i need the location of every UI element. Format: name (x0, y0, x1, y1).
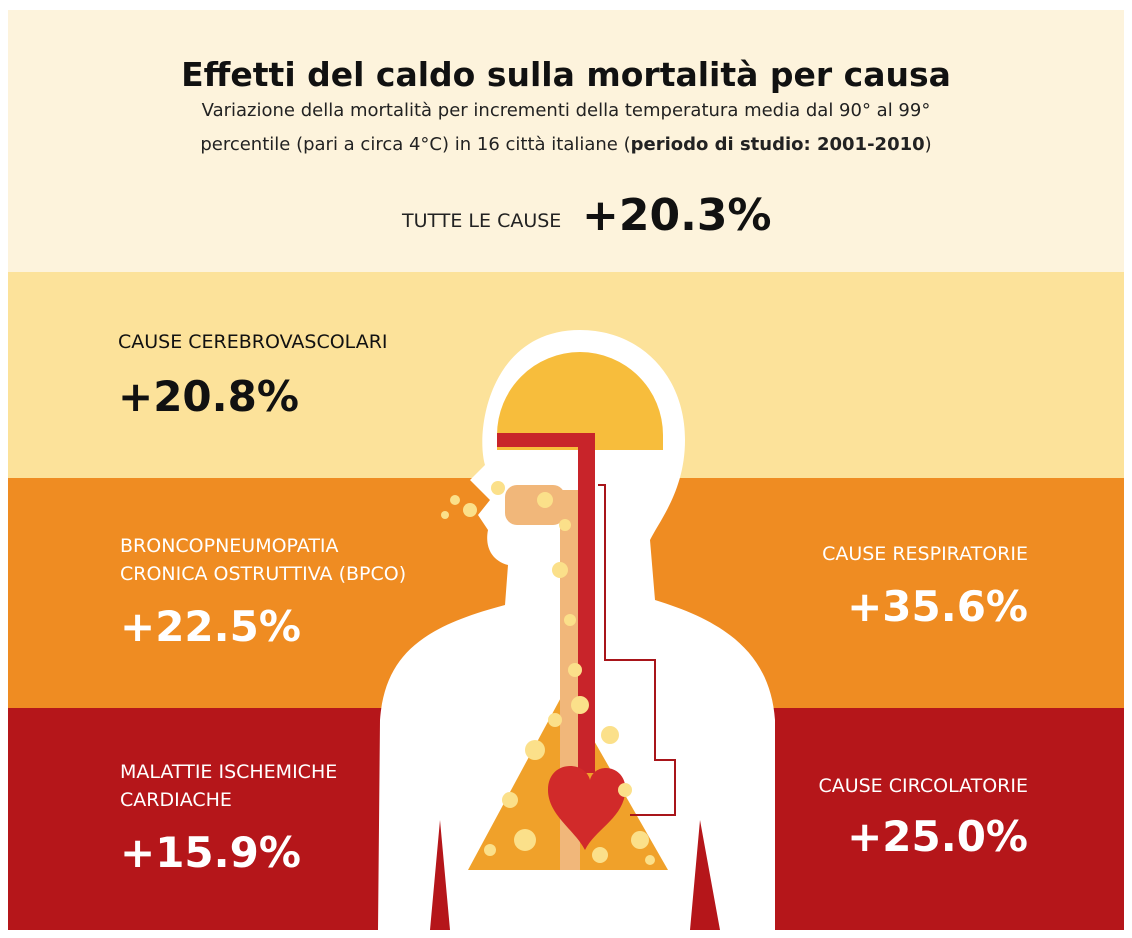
subtitle: percentile (pari a circa 4°C) in 16 citt… (0, 134, 1132, 155)
cause-label: BRONCOPNEUMOPATIA (120, 535, 339, 557)
brain (497, 352, 663, 450)
cause-label: CAUSE CIRCOLATORIE (818, 775, 1028, 797)
total-label: TUTTE LE CAUSE (402, 210, 562, 232)
cause-label: CRONICA OSTRUTTIVA (BPCO) (120, 563, 407, 585)
subtitle: Variazione della mortalità per increment… (201, 100, 931, 121)
spine-vessel (578, 433, 595, 773)
cause-label: CAUSE RESPIRATORIE (822, 543, 1028, 565)
subtitle-text: percentile (pari a circa 4°C) in 16 citt… (200, 134, 631, 155)
cause-value: +25.0% (847, 812, 1028, 861)
cause-value: +35.6% (847, 582, 1028, 631)
cause-value: +22.5% (120, 602, 301, 651)
total-value: +20.3% (582, 190, 772, 241)
cause-value: +15.9% (120, 828, 301, 877)
cause-label: CAUSE CEREBROVASCOLARI (118, 331, 388, 353)
subtitle-text: ) (924, 134, 932, 155)
mouth (505, 485, 565, 525)
title: Effetti del caldo sulla mortalità per ca… (181, 55, 951, 94)
bubbles (441, 481, 655, 865)
vessel-lines (598, 484, 676, 816)
header-band (8, 10, 1124, 272)
heart (548, 766, 626, 850)
cause-label: CARDIACHE (120, 789, 232, 811)
subtitle-bold: periodo di studio: 2001-2010 (630, 134, 925, 155)
cause-label: MALATTIE ISCHEMICHE (120, 761, 338, 783)
artery (497, 433, 595, 447)
cause-value: +20.8% (118, 372, 299, 421)
